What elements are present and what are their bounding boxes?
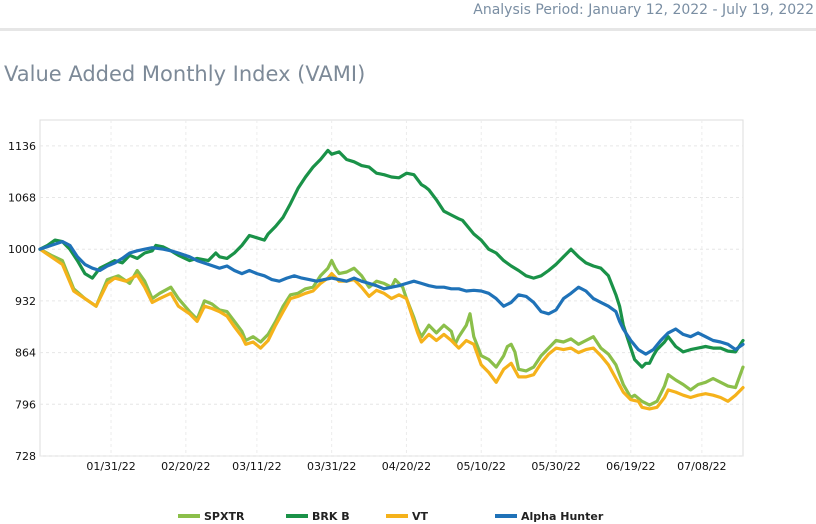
- series-lines: [38, 148, 745, 411]
- legend-item[interactable]: SPXTR: [178, 510, 245, 523]
- y-tick-label: 728: [15, 450, 36, 463]
- x-tick-label: 05/30/22: [531, 460, 580, 473]
- legend-label: SPXTR: [204, 510, 245, 523]
- analysis-period-label: Analysis Period: January 12, 2022 - July…: [473, 2, 814, 18]
- y-axis: 728 796 864 932 1000 1068 1136: [8, 140, 36, 463]
- x-tick-label: 05/10/22: [457, 460, 506, 473]
- series-line-vt: [38, 247, 745, 411]
- x-tick-label: 06/19/22: [606, 460, 655, 473]
- y-tick-label: 932: [15, 295, 36, 308]
- series-line-brk-b: [38, 148, 745, 369]
- legend-item[interactable]: BRK B: [286, 510, 350, 523]
- legend-label: Alpha Hunter: [521, 510, 604, 523]
- x-axis: 01/31/22 02/20/22 03/11/22 03/31/22 04/20/22…: [86, 460, 726, 473]
- x-tick-label: 03/11/22: [232, 460, 281, 473]
- x-tick-label: 03/31/22: [307, 460, 356, 473]
- x-tick-label: 04/20/22: [382, 460, 431, 473]
- legend: SPXTR BRK B VT Alpha Hunter: [178, 510, 604, 523]
- legend-label: BRK B: [312, 510, 350, 523]
- y-tick-label: 864: [15, 347, 36, 360]
- y-tick-label: 1136: [8, 140, 36, 153]
- y-tick-label: 796: [15, 398, 36, 411]
- x-tick-label: 02/20/22: [161, 460, 210, 473]
- legend-item[interactable]: VT: [386, 510, 429, 523]
- legend-item[interactable]: Alpha Hunter: [495, 510, 604, 523]
- series-line-alpha-hunter: [38, 240, 745, 356]
- header-bar: Analysis Period: January 12, 2022 - July…: [0, 0, 816, 31]
- x-tick-label: 07/08/22: [677, 460, 726, 473]
- y-tick-label: 1068: [8, 192, 36, 205]
- chart-title: Value Added Monthly Index (VAMI): [4, 62, 366, 86]
- legend-label: VT: [412, 510, 429, 523]
- x-tick-label: 01/31/22: [86, 460, 135, 473]
- grid-lines: [40, 120, 743, 457]
- y-tick-label: 1000: [8, 243, 36, 256]
